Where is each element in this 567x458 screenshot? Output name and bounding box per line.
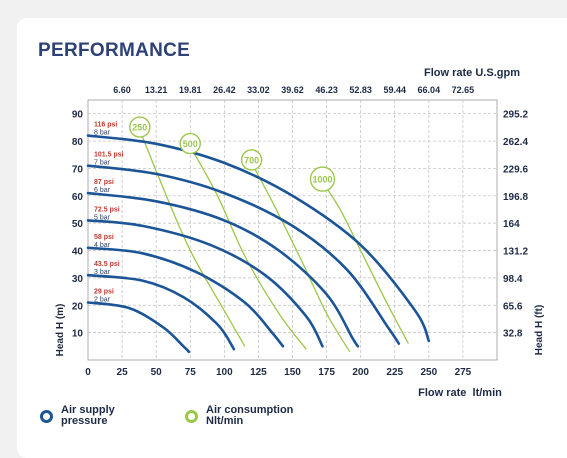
y-tick-label: 10 bbox=[72, 329, 84, 340]
green-ring-icon bbox=[185, 409, 198, 423]
air-consumption-badge bbox=[129, 116, 151, 138]
pressure-bar-label: 2 bar bbox=[94, 297, 111, 304]
pressure-psi-label: 101.5 psi bbox=[94, 152, 124, 159]
pressure-line bbox=[86, 134, 431, 343]
y2-tick-label: 98.4 bbox=[503, 274, 523, 285]
pressure-line bbox=[86, 273, 236, 351]
x2-tick-label: 39.62 bbox=[281, 85, 304, 95]
y2-tick-label: 164 bbox=[503, 219, 520, 230]
air-consumption-label: 500 bbox=[183, 139, 198, 149]
y-tick-label: 90 bbox=[72, 110, 84, 121]
y-tick-label: 20 bbox=[72, 301, 84, 312]
legend-item-air: Air consumption Nlt/min bbox=[185, 405, 293, 427]
x2-tick-label: 52.83 bbox=[349, 85, 372, 95]
y-tick-label: 30 bbox=[72, 274, 84, 285]
x-tick-label: 225 bbox=[386, 367, 403, 378]
pressure-psi-label: 87 psi bbox=[94, 179, 114, 186]
pressure-psi-label: 58 psi bbox=[94, 234, 114, 241]
pressure-psi-label: 72.5 psi bbox=[94, 206, 120, 213]
pressure-bar-label: 5 bar bbox=[94, 214, 111, 221]
x2-tick-label: 59.44 bbox=[383, 85, 406, 95]
y2-tick-label: 295.2 bbox=[503, 110, 528, 121]
pressure-line bbox=[86, 246, 285, 348]
x2-tick-label: 33.02 bbox=[247, 85, 270, 95]
x2-axis-title: Flow rate U.S.gpm bbox=[424, 67, 520, 79]
blue-ring-icon bbox=[40, 409, 53, 423]
y2-tick-label: 65.6 bbox=[503, 301, 523, 312]
x-tick-label: 75 bbox=[185, 367, 197, 378]
y2-tick-label: 131.2 bbox=[503, 247, 528, 258]
pressure-bar-label: 8 bar bbox=[94, 130, 111, 137]
legend-air-line1: Air consumption bbox=[206, 404, 294, 416]
legend-air-line2: Nlt/min bbox=[206, 415, 244, 427]
air-consumption-line bbox=[251, 162, 351, 353]
chart-plot: 0 25 50 75 100 125 150 175 200 225 250 275 10 20 30 40 5… bbox=[72, 85, 529, 378]
x2-tick-label: 26.42 bbox=[213, 85, 236, 95]
pressure-psi-label: 29 psi bbox=[94, 289, 114, 296]
x-tick-label: 175 bbox=[318, 367, 335, 378]
y2-tick-label: 32.8 bbox=[503, 329, 523, 340]
x-tick-label: 25 bbox=[117, 367, 129, 378]
x-tick-label: 50 bbox=[151, 367, 163, 378]
x2-tick-label: 46.23 bbox=[315, 85, 338, 95]
y2-tick-label: 229.6 bbox=[503, 164, 528, 175]
x2-tick-label: 66.04 bbox=[418, 85, 441, 95]
x2-tick-label: 19.81 bbox=[179, 85, 202, 95]
y2-tick-label: 196.8 bbox=[503, 192, 528, 203]
pressure-line bbox=[86, 301, 191, 354]
pressure-bar-label: 6 bar bbox=[94, 187, 111, 194]
y-tick-label: 80 bbox=[72, 137, 84, 148]
air-consumption-line bbox=[189, 146, 307, 350]
legend-item-pressure: Air supply pressure bbox=[40, 405, 115, 427]
air-consumption-label: 250 bbox=[132, 123, 147, 133]
air-consumption-label: 700 bbox=[244, 155, 259, 165]
air-consumption-line bbox=[321, 181, 409, 344]
pressure-bar-label: 7 bar bbox=[94, 160, 111, 167]
pressure-psi-label: 43.5 psi bbox=[94, 261, 120, 268]
x-tick-label: 0 bbox=[85, 367, 91, 378]
pressure-line bbox=[86, 219, 324, 348]
air-consumption-badge bbox=[240, 149, 263, 171]
x-tick-label: 125 bbox=[250, 367, 267, 378]
x-tick-label: 275 bbox=[455, 367, 472, 378]
pressure-bar-label: 4 bar bbox=[94, 242, 111, 249]
x-tick-label: 150 bbox=[284, 367, 301, 378]
air-consumption-badge bbox=[309, 166, 336, 192]
y-tick-label: 60 bbox=[72, 192, 84, 203]
x-tick-label: 200 bbox=[352, 367, 369, 378]
y-tick-label: 50 bbox=[72, 219, 84, 230]
pressure-line bbox=[86, 191, 360, 348]
legend-pressure-line2: pressure bbox=[61, 415, 108, 427]
y2-axis-title: Head H (ft) bbox=[534, 305, 545, 356]
y-tick-label: 40 bbox=[72, 247, 84, 258]
x-tick-label: 250 bbox=[420, 367, 437, 378]
page-title: PERFORMANCE bbox=[38, 40, 191, 61]
pressure-line bbox=[86, 164, 401, 345]
y-axis-title: Head H (m) bbox=[55, 304, 66, 357]
air-consumption-label: 1000 bbox=[312, 175, 332, 185]
y2-tick-label: 262.4 bbox=[503, 137, 528, 148]
x2-tick-label: 72.65 bbox=[452, 85, 475, 95]
x-axis-title: Flow rate lt/min bbox=[418, 387, 502, 399]
x2-tick-label: 6.60 bbox=[113, 85, 131, 95]
legend-pressure-line1: Air supply bbox=[61, 404, 115, 416]
air-consumption-line bbox=[139, 129, 246, 347]
pressure-bar-label: 3 bar bbox=[94, 269, 111, 276]
air-consumption-badge bbox=[179, 132, 201, 155]
x2-tick-label: 13.21 bbox=[145, 85, 168, 95]
y-tick-label: 70 bbox=[72, 164, 84, 175]
pressure-psi-label: 116 psi bbox=[94, 122, 117, 129]
x-tick-label: 100 bbox=[216, 367, 233, 378]
